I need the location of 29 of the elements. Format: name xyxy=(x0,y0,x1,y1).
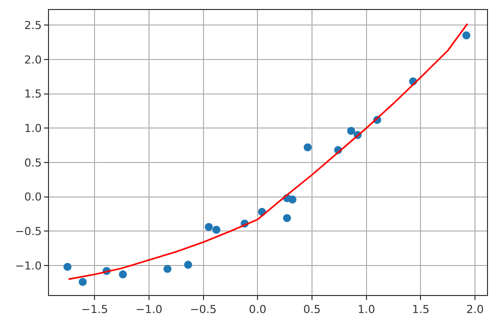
y-tick-label: 0.5 xyxy=(24,156,42,170)
x-tick-label: 1.5 xyxy=(412,303,430,316)
x-tick-label: 2.0 xyxy=(466,303,484,316)
y-tick-label: 2.0 xyxy=(24,53,42,66)
x-tick-label: −0.5 xyxy=(190,303,217,316)
point xyxy=(462,31,470,40)
point xyxy=(347,126,356,135)
y-tick-label: 1.0 xyxy=(24,122,42,135)
y-tick-label: −0.5 xyxy=(15,224,42,238)
x-tick-label: −1.5 xyxy=(81,303,108,316)
point xyxy=(163,264,172,273)
x-tick-label: 0.0 xyxy=(248,303,266,316)
point xyxy=(212,226,220,234)
y-tick-label: 1.5 xyxy=(24,88,42,101)
point xyxy=(118,270,127,278)
point xyxy=(204,223,213,232)
y-tick-label: 0.0 xyxy=(24,190,42,204)
x-tick-label: 0.5 xyxy=(303,303,321,316)
point xyxy=(184,260,192,269)
x-tick-label: 1.0 xyxy=(358,303,376,316)
y-tick-label: −1.0 xyxy=(15,259,42,272)
point xyxy=(63,262,72,271)
point xyxy=(78,278,87,286)
point xyxy=(283,214,292,222)
point xyxy=(288,196,296,204)
y-tick-label: 2.5 xyxy=(24,18,42,32)
x-tick-label: −1.0 xyxy=(136,303,162,316)
point xyxy=(304,143,312,152)
line-series xyxy=(68,22,468,280)
